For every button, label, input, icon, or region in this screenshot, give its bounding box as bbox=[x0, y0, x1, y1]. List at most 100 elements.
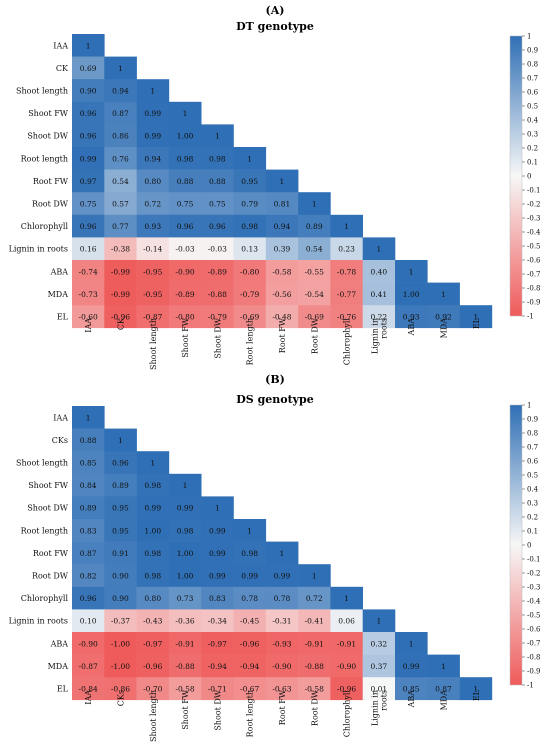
column-label-lignin-in-roots: Lignin in roots bbox=[370, 690, 388, 726]
cell-value-label: -0.55 bbox=[305, 267, 324, 276]
cell-value-label: -0.99 bbox=[111, 267, 130, 276]
cell-value-label: -0.89 bbox=[208, 267, 227, 276]
heatmap-cell bbox=[427, 654, 460, 678]
heatmap-cell bbox=[201, 305, 234, 329]
cell-value-label: 0.98 bbox=[209, 154, 226, 163]
heatmap-cell bbox=[72, 260, 105, 283]
heatmap-cell bbox=[72, 609, 105, 633]
heatmap-cell bbox=[233, 214, 267, 238]
column-label-shoot-length: Shoot length bbox=[149, 690, 158, 742]
colorbar-tick-label: 0.9 bbox=[527, 47, 538, 55]
cell-value-label: 1.00 bbox=[177, 549, 194, 558]
cell-value-label: -0.60 bbox=[79, 313, 98, 322]
cell-value-label: 0.99 bbox=[144, 504, 161, 513]
cell-value-label: 0.99 bbox=[209, 572, 226, 581]
cell-value-label: -0.90 bbox=[272, 662, 291, 671]
cell-value-label: 0.83 bbox=[209, 594, 226, 603]
cell-value-label: 0.91 bbox=[112, 549, 129, 558]
cell-value-label: 1.00 bbox=[177, 572, 194, 581]
heatmap-cell bbox=[72, 586, 105, 610]
heatmap-cell bbox=[72, 237, 105, 261]
heatmap-cell bbox=[427, 282, 460, 306]
colorbar-tick-label: -0.9 bbox=[527, 299, 541, 307]
cell-value-label: -0.31 bbox=[272, 617, 291, 626]
heatmap-cell bbox=[72, 677, 105, 701]
heatmap-cell bbox=[233, 541, 267, 565]
cell-value-label: -0.79 bbox=[240, 290, 259, 299]
row-label-mda: MDA bbox=[48, 662, 69, 671]
panel-b-label: (B) bbox=[265, 373, 285, 386]
column-label-iaa: IAA bbox=[84, 690, 93, 705]
colorbar-tick-label: -0.7 bbox=[527, 640, 541, 648]
heatmap-cell bbox=[395, 632, 428, 655]
column-label-aba: ABA bbox=[407, 318, 416, 337]
colorbar-tick-label: 0.9 bbox=[527, 416, 538, 424]
colorbar-tick-label: 0.2 bbox=[527, 514, 538, 522]
colorbar-tick-label: -0.5 bbox=[527, 612, 541, 620]
row-label-chlorophyll: Chlorophyll bbox=[21, 222, 69, 231]
colorbar-tick-label: 1 bbox=[527, 33, 531, 41]
heatmap-cell bbox=[427, 677, 460, 701]
heatmap-cell bbox=[104, 237, 137, 261]
heatmap-cell bbox=[233, 654, 267, 678]
heatmap-cell bbox=[362, 282, 396, 306]
heatmap-a-cells: 1 0.69 1 0.90 0.94 1 0.96 0.87 0.99 1 0.96 0.86 0.99… bbox=[72, 34, 493, 329]
cell-value-label: 0.89 bbox=[80, 504, 97, 513]
heatmap-cell bbox=[104, 260, 137, 283]
cell-value-label: 0.96 bbox=[112, 459, 129, 468]
heatmap-cell bbox=[395, 305, 428, 329]
cell-value-label: 0.90 bbox=[80, 87, 97, 96]
colorbar-tick-label: -0.4 bbox=[527, 598, 541, 606]
heatmap-cell bbox=[362, 305, 396, 329]
heatmap-cell bbox=[233, 586, 267, 610]
cell-value-label: 0.88 bbox=[209, 177, 226, 186]
column-label-text: Shoot DW bbox=[213, 317, 222, 358]
colorbar-tick-label: 0.7 bbox=[527, 444, 538, 452]
heatmap-cell bbox=[72, 406, 105, 429]
cell-value-label: 0.93 bbox=[144, 222, 161, 231]
cell-value-label: 1 bbox=[86, 413, 91, 422]
cell-value-label: 1.00 bbox=[177, 132, 194, 141]
heatmap-cell bbox=[298, 214, 331, 238]
heatmap-cell bbox=[233, 282, 267, 306]
cell-value-label: -0.03 bbox=[208, 245, 227, 254]
cell-value-label: -0.90 bbox=[337, 662, 356, 671]
cell-value-label: 0.54 bbox=[306, 245, 323, 254]
cell-value-label: 1 bbox=[441, 662, 446, 671]
cell-value-label: 1 bbox=[409, 267, 414, 276]
column-label-text: Lignin in bbox=[370, 690, 379, 726]
heatmap-cell bbox=[104, 124, 137, 148]
cell-value-label: 0.89 bbox=[112, 481, 129, 490]
heatmap-cell bbox=[136, 677, 170, 701]
heatmap-cell bbox=[330, 282, 363, 306]
cell-value-label: -0.77 bbox=[337, 290, 356, 299]
cell-value-label: 0.89 bbox=[306, 222, 323, 231]
column-label-text: MDA bbox=[439, 318, 448, 339]
heatmap-cell bbox=[168, 541, 202, 565]
row-label-lignin-in-roots: Lignin in roots bbox=[9, 617, 68, 626]
cell-value-label: -0.96 bbox=[240, 639, 259, 648]
cell-value-label: 0.96 bbox=[80, 132, 97, 141]
column-label-chlorophyll: Chlorophyll bbox=[343, 690, 352, 738]
column-label-text: Root FW bbox=[278, 689, 287, 725]
heatmap-cell bbox=[233, 169, 267, 193]
column-label-shoot-fw: Shoot FW bbox=[181, 689, 190, 730]
cell-value-label: -0.73 bbox=[79, 290, 98, 299]
cell-value-label: -0.89 bbox=[175, 290, 194, 299]
row-label-iaa: IAA bbox=[53, 41, 68, 50]
cell-value-label: -0.88 bbox=[175, 662, 194, 671]
heatmap-cell bbox=[330, 586, 363, 610]
colorbar-tick-label: 0.1 bbox=[527, 159, 538, 167]
column-label-text: Lignin in bbox=[370, 318, 379, 354]
column-label-text: Root DW bbox=[310, 317, 319, 354]
heatmap-cell bbox=[201, 214, 234, 238]
heatmap-cell bbox=[201, 609, 234, 633]
heatmap-cell bbox=[395, 654, 428, 678]
cell-value-label: 0.99 bbox=[403, 662, 420, 671]
column-label-root-dw: Root DW bbox=[310, 689, 319, 726]
cell-value-label: -0.63 bbox=[272, 685, 291, 694]
column-label-text: CKs bbox=[116, 690, 125, 706]
cell-value-label: 0.22 bbox=[370, 313, 387, 322]
heatmap-cell bbox=[72, 56, 105, 80]
cell-value-label: 1 bbox=[247, 154, 252, 163]
